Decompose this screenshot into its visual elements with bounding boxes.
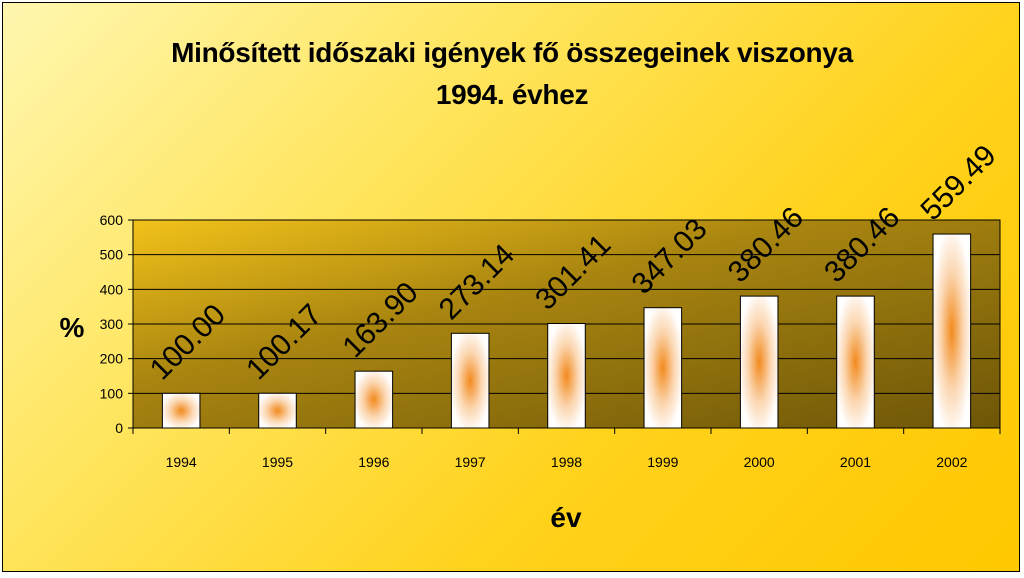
y-tick-label: 400 xyxy=(100,281,124,297)
bar-2002 xyxy=(932,233,972,429)
x-tick-label: 2000 xyxy=(744,454,775,470)
x-tick-label: 1994 xyxy=(166,454,197,470)
y-tick-label: 200 xyxy=(100,351,124,367)
x-tick-label: 1999 xyxy=(647,454,678,470)
chart-title-line-1: Minősített időszaki igények fő összegein… xyxy=(171,37,853,68)
bar-1994 xyxy=(161,392,201,429)
chart-title-line-2: 1994. évhez xyxy=(435,79,589,110)
y-tick-label: 0 xyxy=(115,420,123,436)
x-axis-title: év xyxy=(550,502,582,533)
bar-1998 xyxy=(547,323,586,429)
x-tick-label: 1997 xyxy=(455,454,486,470)
x-tick-label: 1996 xyxy=(358,454,389,470)
bar-1996 xyxy=(354,370,394,429)
y-tick-label: 100 xyxy=(100,385,124,401)
bar-2000 xyxy=(739,295,779,429)
y-tick-label: 300 xyxy=(100,316,124,332)
data-label: 559.49 xyxy=(914,139,1002,227)
bar-1999 xyxy=(643,307,683,429)
y-axis-title: % xyxy=(60,312,85,343)
chart-title: Minősített időszaki igények fő összegein… xyxy=(0,32,1024,116)
x-tick-label: 1995 xyxy=(262,454,293,470)
y-tick-label: 600 xyxy=(100,212,124,228)
x-tick-label: 1998 xyxy=(551,454,582,470)
x-tick-label: 2001 xyxy=(840,454,871,470)
y-tick-label: 500 xyxy=(100,247,124,263)
bar-1995 xyxy=(258,392,297,429)
bar-1997 xyxy=(450,332,490,429)
bar-2001 xyxy=(836,295,875,429)
x-tick-label: 2002 xyxy=(936,454,967,470)
